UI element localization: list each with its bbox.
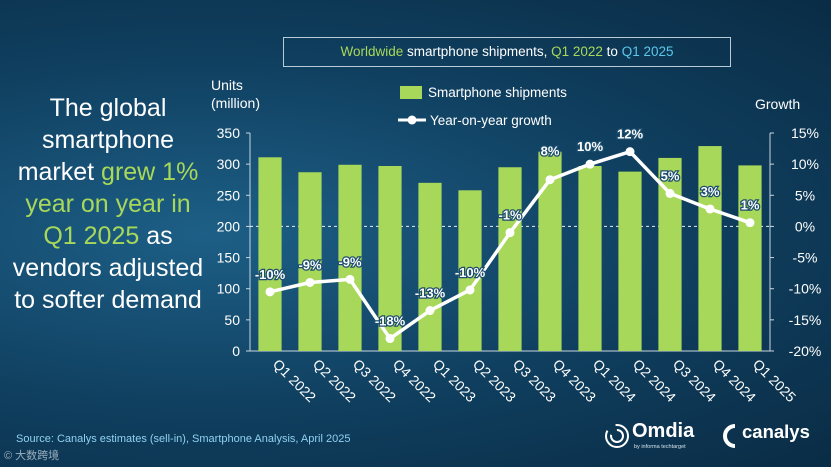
data-label: -9% [338, 254, 362, 269]
y-left-tick-label: 300 [217, 156, 241, 172]
data-label: -10% [255, 267, 286, 282]
growth-point [585, 159, 595, 169]
x-tick-label: Q2 2024 [630, 356, 679, 405]
y-left-subtitle: (million) [211, 95, 260, 111]
data-label: 5% [661, 168, 680, 183]
bar [578, 166, 602, 351]
growth-point [505, 228, 515, 238]
y-right-title: Growth [755, 96, 800, 112]
y-right-tick-label: 0% [795, 218, 815, 234]
x-tick-label: Q3 2023 [510, 356, 559, 405]
bar [338, 164, 362, 351]
chart-title: Worldwide smartphone shipments, Q1 2022 … [283, 37, 731, 67]
bar [258, 157, 282, 351]
x-tick-label: Q2 2023 [470, 356, 519, 405]
headline-highlight: grew 1% year on year in Q1 2025 [25, 158, 199, 250]
bar [538, 151, 562, 351]
x-tick-label: Q4 2024 [710, 356, 759, 405]
growth-point [625, 147, 635, 157]
growth-point [425, 306, 435, 316]
data-label: -13% [415, 286, 446, 301]
data-label: 8% [541, 144, 560, 159]
omdia-logo-mark [605, 424, 629, 448]
headline: The global smartphone market grew 1% yea… [12, 94, 204, 314]
y-left-tick-label: 50 [224, 312, 240, 328]
bar [618, 171, 642, 351]
y-right-tick-label: -15% [789, 312, 822, 328]
x-tick-label: Q3 2024 [670, 356, 719, 405]
canalys-logo-mark [723, 424, 736, 448]
x-tick-label: Q1 2024 [590, 356, 639, 405]
x-tick-label: Q4 2022 [390, 356, 439, 405]
data-label: -1% [498, 208, 522, 223]
source-note: Source: Canalys estimates (sell-in), Sma… [16, 433, 351, 445]
legend-line-marker [407, 115, 417, 125]
bar [658, 157, 682, 351]
bar [418, 182, 442, 351]
y-left-tick-label: 100 [217, 281, 241, 297]
bar [298, 172, 322, 351]
legend-bar-label: Smartphone shipments [428, 85, 567, 100]
y-left-tick-label: 250 [217, 187, 241, 203]
bar [738, 165, 762, 351]
y-left-tick-label: 150 [217, 250, 241, 266]
y-left-title: Units [211, 77, 243, 93]
growth-point [705, 204, 715, 214]
growth-point [465, 285, 475, 295]
data-label: 3% [701, 184, 720, 199]
bar [698, 146, 722, 351]
growth-point [385, 334, 395, 344]
omdia-logo: Omdia [632, 420, 695, 442]
y-right-tick-label: 10% [791, 156, 819, 172]
growth-point [265, 287, 275, 297]
x-tick-label: Q1 2022 [270, 356, 319, 405]
y-right-tick-label: -5% [793, 250, 818, 266]
y-right-tick-label: -10% [789, 281, 822, 297]
growth-point [345, 274, 355, 284]
data-label: -10% [455, 265, 486, 280]
y-right-tick-label: 5% [795, 187, 815, 203]
y-left-tick-label: 0 [232, 343, 240, 359]
growth-point [305, 277, 315, 287]
y-left-tick-label: 350 [217, 125, 241, 141]
y-right-tick-label: -20% [789, 343, 822, 359]
data-label: 10% [577, 139, 603, 154]
x-tick-label: Q1 2023 [430, 356, 479, 405]
canalys-logo: canalys [742, 421, 810, 442]
data-label: 12% [617, 127, 643, 142]
bar [498, 167, 522, 351]
data-label: -9% [298, 257, 322, 272]
legend-bar-swatch [400, 86, 422, 99]
omdia-logo-subtitle: by informa techtarget [634, 444, 686, 450]
data-label: -18% [375, 314, 406, 329]
bar [378, 166, 402, 351]
y-left-tick-label: 200 [217, 218, 241, 234]
growth-point [745, 218, 755, 228]
x-tick-label: Q1 2025 [750, 356, 799, 405]
data-label: 1% [741, 198, 760, 213]
growth-point [665, 188, 675, 198]
x-tick-label: Q4 2023 [550, 356, 599, 405]
watermark: © 大数跨境 [4, 450, 60, 462]
x-tick-label: Q3 2022 [350, 356, 399, 405]
bar [458, 190, 482, 351]
x-tick-label: Q2 2022 [310, 356, 359, 405]
y-right-tick-label: 15% [791, 125, 819, 141]
omdia-logo-mark-inner [610, 429, 624, 443]
legend-line-label: Year-on-year growth [430, 113, 552, 128]
growth-point [545, 175, 555, 185]
